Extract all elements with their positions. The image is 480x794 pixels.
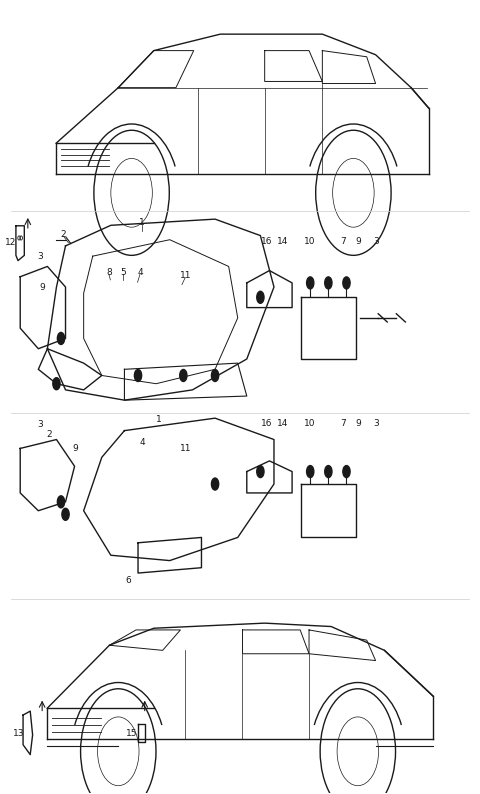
- Text: 6: 6: [125, 576, 131, 585]
- Text: 15: 15: [126, 729, 138, 738]
- Circle shape: [325, 465, 332, 477]
- Text: 3: 3: [37, 252, 43, 260]
- Text: 12: 12: [4, 238, 16, 247]
- Circle shape: [58, 495, 65, 508]
- Circle shape: [58, 333, 65, 345]
- Text: 11: 11: [180, 272, 191, 280]
- Text: 9: 9: [356, 237, 361, 245]
- Text: 2: 2: [61, 230, 66, 239]
- Text: 10: 10: [303, 237, 315, 245]
- Text: 10: 10: [303, 419, 315, 429]
- Text: 11: 11: [180, 444, 191, 453]
- Circle shape: [325, 277, 332, 289]
- Text: 4: 4: [140, 437, 145, 446]
- Text: 14: 14: [277, 419, 289, 429]
- Text: 14: 14: [277, 237, 289, 245]
- Circle shape: [62, 508, 69, 520]
- Text: 7: 7: [340, 237, 346, 245]
- Text: 13: 13: [13, 729, 24, 738]
- Text: 5: 5: [120, 268, 126, 277]
- Circle shape: [307, 465, 314, 477]
- Circle shape: [257, 465, 264, 477]
- Circle shape: [257, 291, 264, 303]
- Circle shape: [134, 369, 142, 381]
- Text: 3: 3: [373, 237, 379, 245]
- Text: 4: 4: [137, 268, 143, 277]
- Text: 9: 9: [356, 419, 361, 429]
- Circle shape: [53, 378, 60, 390]
- Circle shape: [180, 369, 187, 381]
- Text: 3: 3: [373, 419, 379, 429]
- Text: 9: 9: [72, 444, 78, 453]
- Text: 1: 1: [140, 218, 145, 227]
- Text: 9: 9: [39, 283, 45, 292]
- Circle shape: [343, 277, 350, 289]
- Text: 8: 8: [106, 268, 112, 277]
- Text: 1: 1: [156, 414, 162, 424]
- Circle shape: [211, 369, 219, 381]
- Text: 16: 16: [261, 237, 272, 245]
- Text: 7: 7: [340, 419, 346, 429]
- Text: 2: 2: [47, 430, 52, 439]
- Circle shape: [307, 277, 314, 289]
- Text: 3: 3: [37, 420, 43, 430]
- Circle shape: [211, 478, 219, 490]
- Text: 16: 16: [261, 419, 272, 429]
- Circle shape: [343, 465, 350, 477]
